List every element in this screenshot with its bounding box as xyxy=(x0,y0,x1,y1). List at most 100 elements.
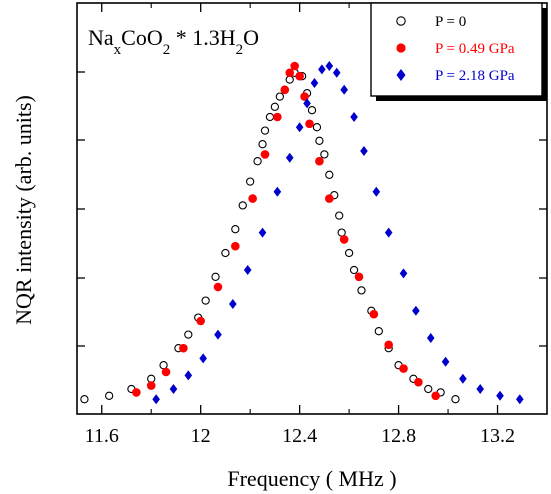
data-point xyxy=(412,305,420,316)
axis-ticks xyxy=(77,3,547,414)
data-point xyxy=(184,330,193,339)
x-tick-label: 12.4 xyxy=(282,425,317,447)
data-point xyxy=(360,146,368,156)
legend-marker-p0 xyxy=(396,16,406,26)
data-point xyxy=(369,309,379,319)
data-point xyxy=(312,123,322,132)
data-point xyxy=(246,177,255,186)
x-tick-labels: 11.6 12 12.4 12.8 13.2 xyxy=(85,425,515,447)
data-point xyxy=(238,201,247,210)
data-point xyxy=(260,126,270,135)
data-point xyxy=(350,112,358,122)
data-point xyxy=(132,388,141,397)
data-point xyxy=(80,395,89,404)
data-point xyxy=(339,235,349,244)
data-point xyxy=(315,136,324,145)
data-point xyxy=(305,119,314,129)
data-point xyxy=(231,225,240,234)
data-point xyxy=(280,85,290,95)
x-tick-label: 12.8 xyxy=(381,425,416,447)
legend-label-p049: P = 0.49 GPa xyxy=(435,41,515,57)
data-point xyxy=(349,265,359,275)
series-1 xyxy=(132,61,440,401)
compound-subscript: 2 xyxy=(163,42,171,58)
data-point xyxy=(374,327,383,336)
compound-part: Na xyxy=(88,25,114,50)
data-point xyxy=(229,299,237,309)
data-point xyxy=(496,390,504,401)
series-2 xyxy=(152,61,524,405)
data-point xyxy=(354,272,364,282)
data-point xyxy=(199,353,207,364)
data-point xyxy=(441,356,450,367)
data-point xyxy=(184,370,193,381)
data-point xyxy=(307,106,317,115)
data-point xyxy=(310,78,319,88)
data-point xyxy=(451,395,460,404)
compound-annotation: NaxCoO2 * 1.3H2O xyxy=(88,25,259,58)
data-point xyxy=(179,343,188,353)
data-points xyxy=(80,61,524,405)
data-point xyxy=(332,67,341,78)
data-point xyxy=(248,194,257,203)
data-point xyxy=(146,381,156,390)
data-point xyxy=(201,296,210,305)
data-point xyxy=(325,170,334,179)
data-point xyxy=(431,391,440,401)
data-point xyxy=(303,98,311,109)
data-point xyxy=(300,92,309,101)
data-point xyxy=(320,150,329,159)
data-point xyxy=(169,384,178,394)
data-point xyxy=(344,248,354,258)
data-point xyxy=(426,333,435,343)
data-point xyxy=(325,194,334,203)
data-point xyxy=(290,61,299,71)
data-point xyxy=(399,268,408,279)
data-point xyxy=(213,282,223,292)
series-0 xyxy=(80,68,460,404)
x-tick-label: 11.6 xyxy=(85,425,119,447)
data-point xyxy=(414,377,423,387)
data-point xyxy=(260,150,270,159)
data-point xyxy=(335,211,344,220)
compound-part: O xyxy=(243,25,259,50)
data-point xyxy=(372,186,381,197)
legend-label-p0: P = 0 xyxy=(435,14,466,30)
compound-subscript: 2 xyxy=(236,42,244,58)
data-point xyxy=(357,286,366,295)
data-point xyxy=(265,112,275,122)
compound-part: CoO xyxy=(121,25,163,50)
data-point xyxy=(214,329,222,340)
data-point xyxy=(258,227,267,238)
legend-marker-p049 xyxy=(396,43,406,53)
data-point xyxy=(211,272,220,281)
data-point xyxy=(295,71,304,81)
data-point xyxy=(253,157,262,166)
data-point xyxy=(273,112,282,122)
data-point xyxy=(258,140,267,149)
data-point xyxy=(315,156,324,166)
data-point xyxy=(243,265,252,275)
data-point xyxy=(295,122,304,133)
data-point xyxy=(273,186,282,197)
data-point xyxy=(105,391,114,400)
data-point xyxy=(275,92,284,101)
data-point xyxy=(318,64,326,75)
data-point xyxy=(459,373,467,384)
legend-marker-p218 xyxy=(396,69,406,81)
data-point xyxy=(476,384,485,394)
data-point xyxy=(515,394,524,405)
x-axis-label: Frequency ( MHz ) xyxy=(227,466,396,491)
data-point xyxy=(231,241,240,251)
data-point xyxy=(270,102,280,111)
data-point xyxy=(424,384,433,394)
x-tick-label: 12 xyxy=(191,425,211,447)
compound-subscript: x xyxy=(114,42,122,58)
data-point xyxy=(152,394,160,405)
data-point xyxy=(196,316,205,326)
data-point xyxy=(384,227,393,238)
data-point xyxy=(285,68,295,78)
data-point xyxy=(340,84,348,95)
data-point xyxy=(285,152,294,163)
